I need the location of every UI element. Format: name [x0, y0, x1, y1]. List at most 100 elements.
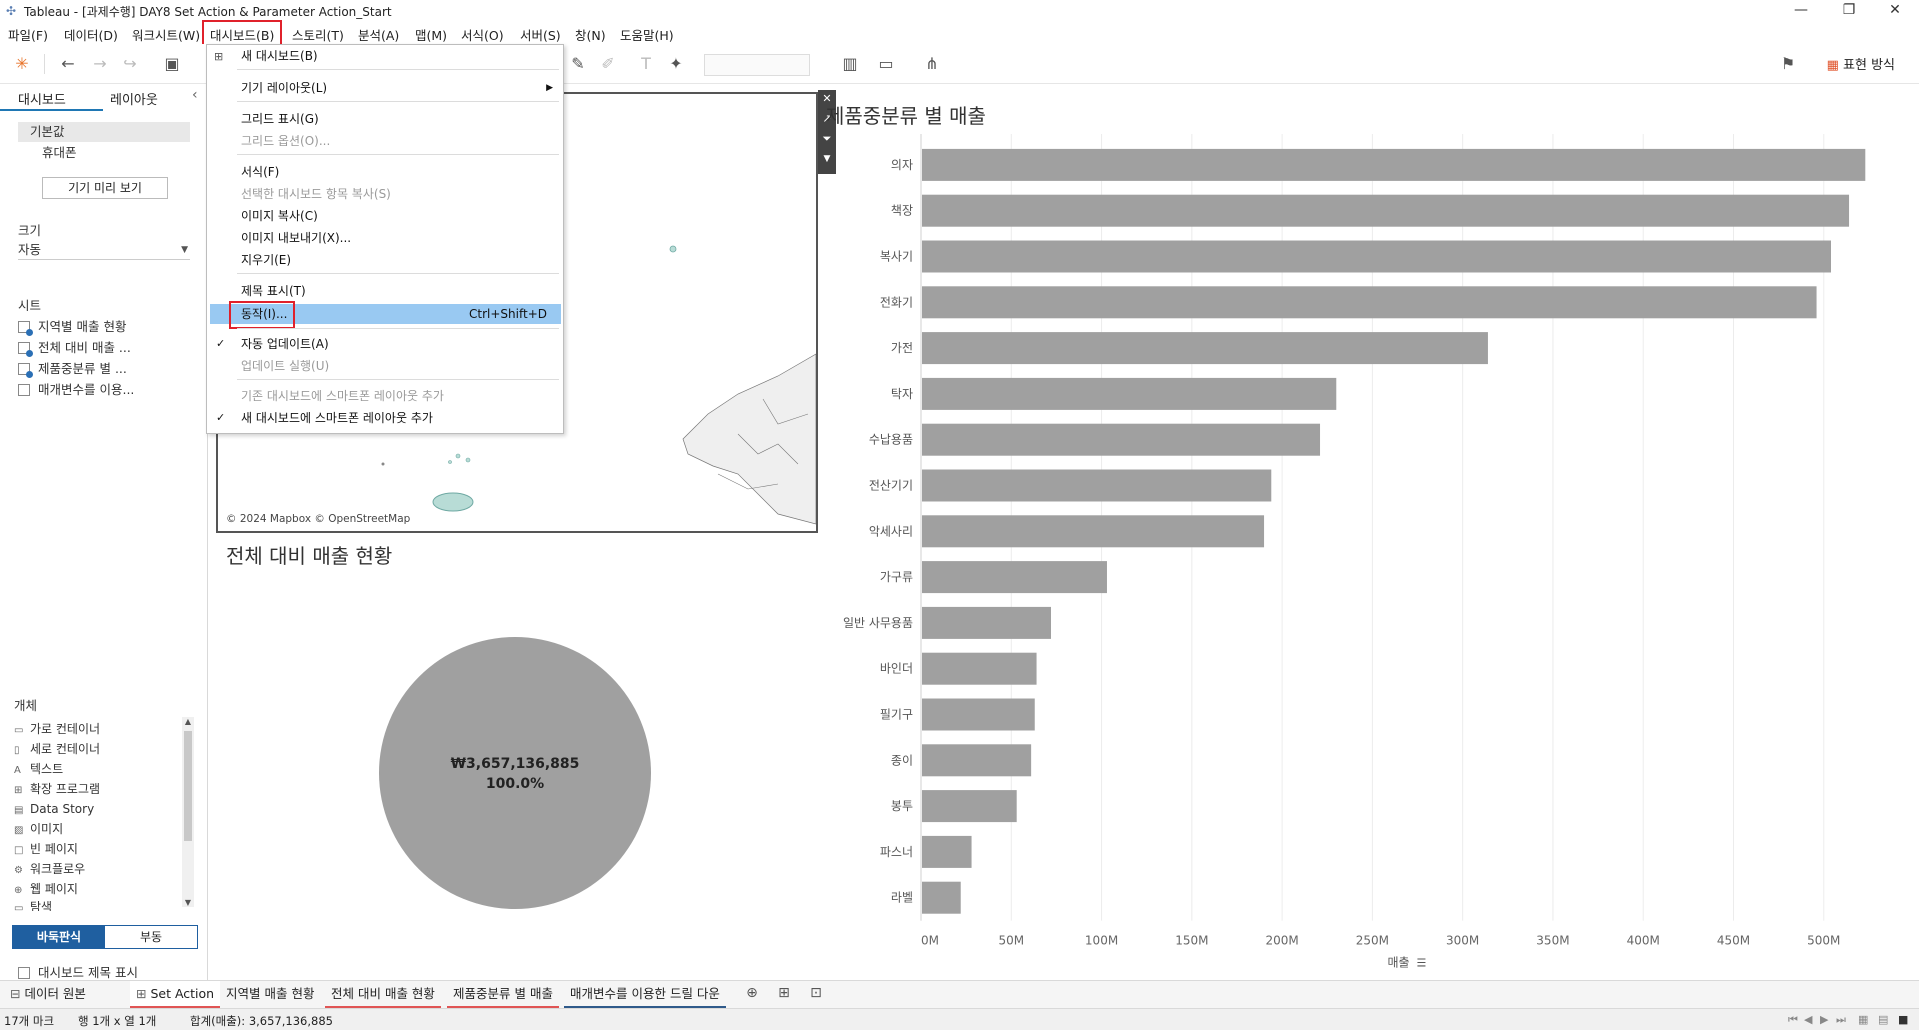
- bar[interactable]: [922, 332, 1488, 365]
- size-select[interactable]: 자동 ▼: [18, 240, 190, 260]
- filter-icon[interactable]: ⏷: [822, 132, 832, 145]
- save-icon[interactable]: ▣: [164, 54, 180, 73]
- show-dashboard-title-checkbox[interactable]: 대시보드 제목 표시: [18, 962, 138, 981]
- presentation-mode-icon[interactable]: ▭: [878, 54, 894, 73]
- sheet-item[interactable]: 지역별 매출 현황: [18, 317, 126, 337]
- tab-dashboard[interactable]: 대시보드: [18, 93, 66, 108]
- last-page-icon[interactable]: ⏭: [1836, 1013, 1846, 1026]
- filmstrip-icon[interactable]: ▤: [1878, 1013, 1889, 1026]
- object-item[interactable]: ▭ 탐색: [14, 897, 52, 911]
- object-item[interactable]: ▨ 이미지: [14, 819, 63, 839]
- menu-item-actions[interactable]: 동작(I)... Ctrl+Shift+D: [210, 304, 561, 324]
- object-item[interactable]: ▤ Data Story: [14, 799, 94, 819]
- menu-item-show-title[interactable]: 제목 표시(T): [207, 281, 563, 301]
- floating-button[interactable]: 부동: [105, 926, 197, 948]
- device-default[interactable]: 기본값: [18, 122, 190, 142]
- tab-sheet[interactable]: 지역별 매출 현황: [220, 981, 320, 1009]
- objects-scrollbar[interactable]: ▲ ▼: [182, 717, 194, 907]
- annotate-icon[interactable]: ✐: [601, 54, 615, 73]
- tab-sheet[interactable]: 전체 대비 매출 현황: [325, 981, 441, 1009]
- minimize-icon[interactable]: —: [1794, 2, 1808, 18]
- menu-item-format[interactable]: 서식(F): [207, 162, 563, 182]
- menu-item-auto-update[interactable]: ✓ 자동 업데이트(A): [207, 334, 563, 354]
- tableau-home-icon[interactable]: ✳: [15, 54, 29, 73]
- highlight-icon[interactable]: ✎: [571, 54, 585, 73]
- menu-help[interactable]: 도움말(H): [620, 28, 674, 43]
- bar[interactable]: [922, 744, 1032, 777]
- menu-analysis[interactable]: 분석(A): [358, 28, 400, 43]
- go-to-sheet-icon[interactable]: ↗: [822, 112, 832, 125]
- bar[interactable]: [922, 515, 1265, 548]
- bar[interactable]: [922, 790, 1017, 823]
- menu-data[interactable]: 데이터(D): [64, 28, 118, 43]
- object-item[interactable]: ⊞ 확장 프로그램: [14, 779, 100, 799]
- fit-select[interactable]: [704, 54, 810, 76]
- sheet-sorter-icon[interactable]: ▦: [1858, 1013, 1869, 1026]
- redo-icon[interactable]: →: [93, 54, 107, 73]
- tiled-button[interactable]: 바둑판식: [13, 926, 105, 948]
- first-page-icon[interactable]: ⏮: [1788, 1013, 1798, 1026]
- format-painter-icon[interactable]: ⚑: [1780, 54, 1796, 73]
- bar[interactable]: [922, 423, 1321, 456]
- replay-icon[interactable]: ↪: [123, 54, 137, 73]
- menu-item-add-phone-new[interactable]: ✓ 새 대시보드에 스마트폰 레이아웃 추가: [207, 408, 563, 428]
- menu-item-clear[interactable]: 지우기(E): [207, 250, 563, 270]
- tab-data-source[interactable]: ⊟ 데이터 원본: [4, 981, 92, 1009]
- menu-item-show-grid[interactable]: 그리드 표시(G): [207, 109, 563, 129]
- device-phone[interactable]: 휴대폰: [42, 145, 77, 160]
- object-item[interactable]: ⚙ 워크플로우: [14, 859, 85, 879]
- object-item[interactable]: A 텍스트: [14, 759, 63, 779]
- bar[interactable]: [922, 881, 961, 914]
- menu-item-new-dashboard[interactable]: 새 대시보드(B): [207, 46, 563, 66]
- new-worksheet-icon[interactable]: ⊕: [746, 985, 758, 1001]
- menu-file[interactable]: 파일(F): [8, 28, 48, 43]
- pie-slice[interactable]: [379, 637, 651, 909]
- text-label-icon[interactable]: T: [641, 54, 651, 73]
- restore-icon[interactable]: ❐: [1842, 2, 1856, 18]
- scroll-down-icon[interactable]: ▼: [184, 898, 192, 907]
- bar[interactable]: [922, 606, 1051, 639]
- share-icon[interactable]: ⋔: [925, 54, 939, 73]
- remove-icon[interactable]: ✕: [822, 92, 832, 105]
- tab-sheet[interactable]: 제품중분류 별 매출: [447, 981, 559, 1009]
- bar[interactable]: [922, 194, 1850, 227]
- sheet-item[interactable]: 제품중분류 별 ...: [18, 359, 127, 379]
- device-preview-button[interactable]: 기기 미리 보기: [42, 177, 168, 199]
- undo-icon[interactable]: ←: [61, 54, 75, 73]
- show-me-icon[interactable]: ▥: [842, 54, 858, 73]
- menu-format[interactable]: 서식(O): [461, 28, 504, 43]
- menu-story[interactable]: 스토리(T): [292, 28, 344, 43]
- tab-sheet[interactable]: 매개변수를 이용한 드릴 다운: [564, 981, 726, 1009]
- prev-page-icon[interactable]: ◀: [1804, 1013, 1813, 1026]
- object-item[interactable]: ▯ 세로 컨테이너: [14, 739, 100, 759]
- bar[interactable]: [922, 377, 1337, 410]
- present-as-button[interactable]: ▦ 표현 방식: [1827, 54, 1895, 73]
- bar[interactable]: [922, 561, 1107, 594]
- object-item[interactable]: ⊕ 웹 페이지: [14, 879, 78, 899]
- scroll-up-icon[interactable]: ▲: [184, 717, 192, 726]
- sheet-item[interactable]: 전체 대비 매출 ...: [18, 338, 131, 358]
- bar[interactable]: [922, 652, 1037, 685]
- menu-window[interactable]: 창(N): [575, 28, 606, 43]
- menu-map[interactable]: 맵(M): [415, 28, 448, 43]
- tabs-view-icon[interactable]: ■: [1898, 1013, 1909, 1026]
- map-region-jeju[interactable]: [432, 492, 474, 512]
- menu-item-copy-image[interactable]: 이미지 복사(C): [207, 206, 563, 226]
- sort-icon[interactable]: ☰: [1417, 957, 1427, 970]
- bar[interactable]: [922, 469, 1272, 502]
- tab-layout[interactable]: 레이아웃: [110, 93, 158, 108]
- scrollbar-thumb[interactable]: [184, 731, 192, 841]
- new-dashboard-icon[interactable]: ⊞: [778, 985, 790, 1001]
- bar[interactable]: [922, 286, 1817, 319]
- menu-worksheet[interactable]: 워크시트(W): [132, 28, 201, 43]
- next-page-icon[interactable]: ▶: [1820, 1013, 1829, 1026]
- collapse-panel-icon[interactable]: ‹: [192, 87, 198, 103]
- object-item[interactable]: □ 빈 페이지: [14, 839, 78, 859]
- bar[interactable]: [922, 240, 1831, 273]
- sheet-item[interactable]: 매개변수를 이용...: [18, 380, 134, 400]
- tab-set-action[interactable]: ⊞ Set Action: [130, 981, 221, 1009]
- menu-server[interactable]: 서버(S): [520, 28, 561, 43]
- bar[interactable]: [922, 698, 1035, 731]
- bar[interactable]: [922, 835, 972, 868]
- menu-dashboard[interactable]: 대시보드(B): [202, 20, 283, 46]
